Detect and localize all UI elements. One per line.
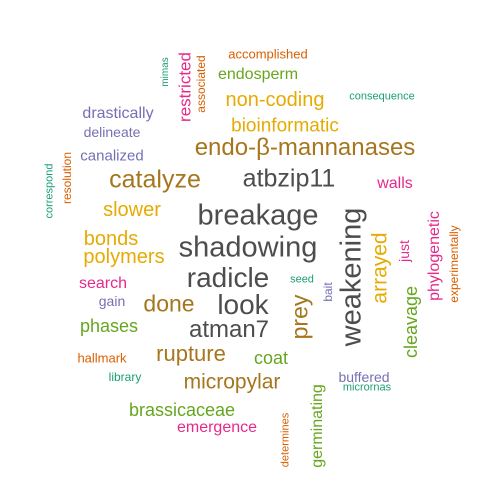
word-just: just — [396, 240, 412, 262]
word-emergence: emergence — [176, 419, 258, 436]
word-drastically: drastically — [82, 105, 154, 122]
word-non-coding: non-coding — [225, 89, 325, 111]
word-consequence: consequence — [349, 90, 415, 103]
word-library: library — [108, 370, 142, 384]
word-delineate: delineate — [83, 124, 141, 140]
word-buffered: buffered — [338, 369, 390, 385]
word-prey: prey — [286, 294, 313, 340]
word-seed: seed — [290, 273, 314, 286]
word-shadowing: shadowing — [178, 231, 318, 264]
word-canalized: canalized — [80, 147, 144, 165]
word-bait: bait — [321, 282, 335, 302]
word-search: search — [78, 275, 128, 292]
word-resolution: resolution — [60, 151, 74, 205]
word-micrornas: micrornas — [342, 381, 392, 394]
word-done: done — [143, 290, 195, 317]
word-rupture: rupture — [156, 341, 226, 366]
word-phases: phases — [79, 316, 139, 336]
word-endo-b-mannanases: endo-β-mannanases — [194, 134, 416, 161]
word-catalyze: catalyze — [109, 165, 201, 194]
word-brassicaceae: brassicaceae — [128, 400, 236, 420]
word-phylogenetic: phylogenetic — [426, 211, 443, 301]
word-determines: determines — [279, 412, 292, 468]
word-atman7: atman7 — [188, 316, 270, 343]
word-polymers: polymers — [83, 246, 165, 268]
word-arrayed: arrayed — [368, 232, 392, 304]
word-coat: coat — [253, 348, 289, 368]
word-look: look — [217, 289, 269, 320]
word-walls: walls — [377, 175, 413, 192]
word-gain: gain — [98, 293, 126, 309]
word-bioinformatic: bioinformatic — [231, 115, 339, 137]
word-bonds: bonds — [83, 228, 139, 250]
word-endosperm: endosperm — [217, 66, 299, 83]
word-weakening: weakening — [335, 207, 368, 347]
word-radicle: radicle — [186, 262, 270, 293]
word-mimas: mimas — [160, 57, 171, 87]
word-atbzip11: atbzip11 — [242, 164, 336, 193]
word-experimentally: experimentally — [447, 225, 461, 303]
word-restricted: restricted — [175, 52, 195, 122]
word-breakage: breakage — [197, 199, 319, 232]
word-micropylar: micropylar — [183, 370, 281, 394]
word-accomplished: accomplished — [228, 46, 308, 62]
word-correspond: correspond — [43, 163, 56, 219]
word-slower: slower — [103, 199, 161, 221]
word-hallmark: hallmark — [77, 350, 127, 366]
word-germinating: germinating — [309, 384, 326, 468]
word-associated: associated — [194, 55, 208, 113]
word-cleavage: cleavage — [401, 285, 421, 359]
